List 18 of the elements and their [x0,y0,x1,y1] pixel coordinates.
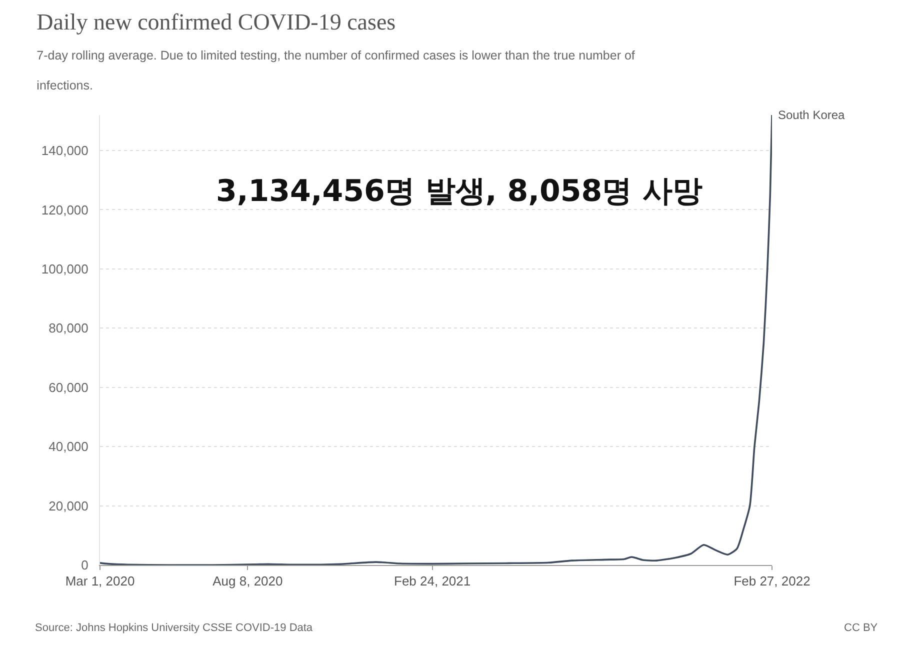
y-tick-label: 80,000 [48,320,88,336]
chart-title: Daily new confirmed COVID-19 cases [36,9,396,34]
x-tick-label: Feb 27, 2022 [734,574,810,589]
annotation: 3,134,456명 발생, 8,058명 사망 [216,174,703,209]
y-tick-label: 120,000 [41,202,88,218]
y-tick-label: 20,000 [48,498,88,514]
series-label: South Korea [778,108,846,122]
y-tick-label: 140,000 [41,143,88,158]
y-tick-label: 100,000 [41,262,88,276]
x-tick-label: Aug 8, 2020 [212,574,283,589]
y-tick-label: 60,000 [48,380,88,395]
x-tick-label: Mar 1, 2020 [65,574,135,589]
text: CC BY [844,622,878,634]
x-tick-label: Feb 24, 2021 [394,574,471,589]
text: 7-day rolling average. Due to limited testing, the number of confirmed cases is lower than the true number of infections. [36,48,635,92]
y-tick-label: 40,000 [48,439,88,454]
source-note: Source: Johns Hopkins University CSSE COVID-19 Data [35,622,314,634]
y-tick-label: 0 [81,558,88,573]
